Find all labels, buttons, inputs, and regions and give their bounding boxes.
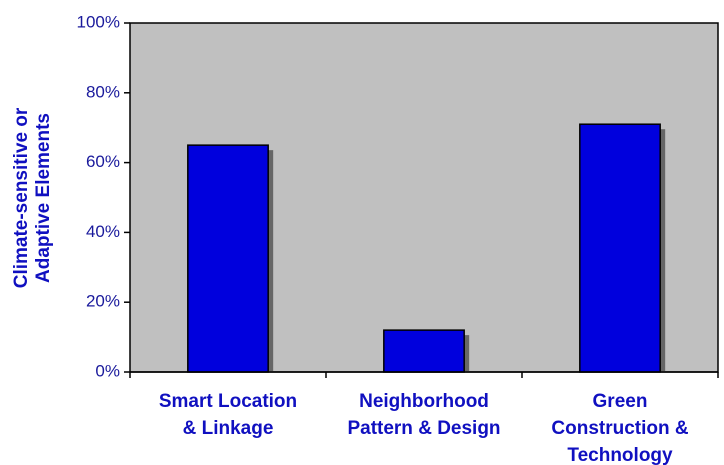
y-tick-label: 0% [95, 361, 120, 380]
y-tick-label: 100% [77, 12, 120, 31]
x-tick-label: Green [593, 391, 648, 412]
bar [579, 123, 661, 373]
x-tick-label: & Linkage [183, 418, 274, 439]
bar [383, 329, 465, 373]
y-tick-label: 60% [86, 152, 120, 171]
x-tick-label: Construction & [551, 418, 688, 439]
y-tick-label: 80% [86, 82, 120, 101]
y-tick-label: 20% [86, 292, 120, 311]
x-tick-label: Technology [567, 445, 673, 465]
x-tick-label: Smart Location [159, 391, 297, 412]
y-axis-label: Adaptive Elements [33, 113, 54, 283]
bar [187, 144, 269, 373]
y-tick-label: 40% [86, 222, 120, 241]
x-tick-label: Pattern & Design [347, 418, 500, 439]
y-axis-label: Climate-sensitive or [11, 107, 32, 288]
x-tick-label: Neighborhood [359, 391, 489, 412]
